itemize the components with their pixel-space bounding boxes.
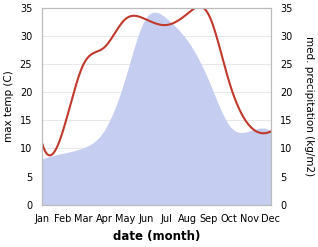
X-axis label: date (month): date (month) [113,230,200,243]
Y-axis label: max temp (C): max temp (C) [4,70,14,142]
Y-axis label: med. precipitation (kg/m2): med. precipitation (kg/m2) [304,36,314,176]
